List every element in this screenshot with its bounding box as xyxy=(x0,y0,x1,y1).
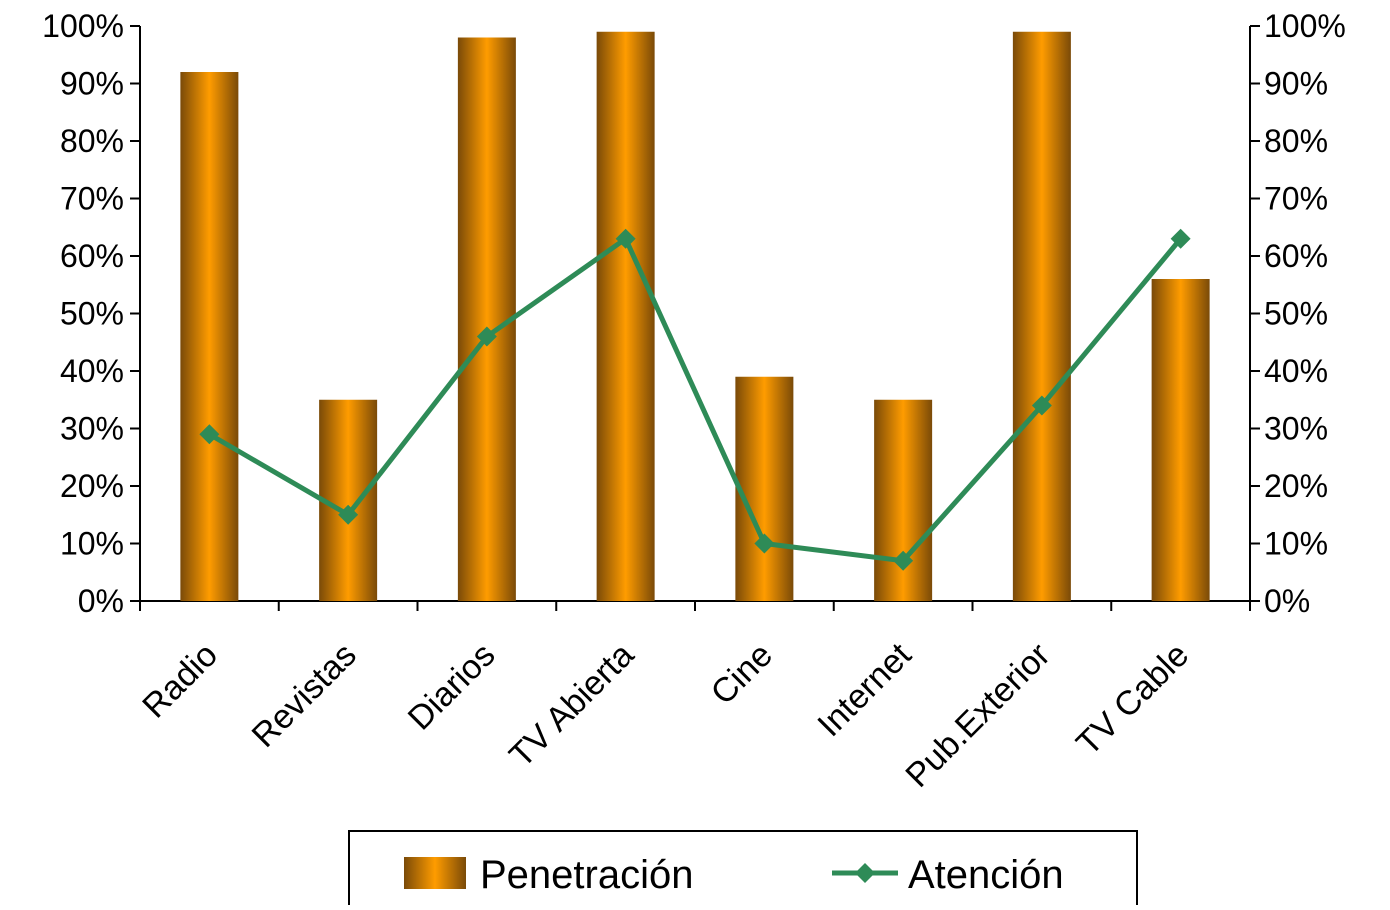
x-category-label: Diarios xyxy=(401,636,503,738)
point-atencion-revistas xyxy=(338,504,359,525)
right-y-tick-label: 100% xyxy=(1264,8,1346,44)
left-y-tick-label: 90% xyxy=(60,66,124,102)
legend-label-penetracion: Penetración xyxy=(480,853,693,897)
legend-box xyxy=(348,830,1138,910)
legend-label-atencion: Atención xyxy=(908,853,1064,897)
x-category-label: Revistas xyxy=(245,636,364,755)
right-y-tick-label: 60% xyxy=(1264,238,1328,274)
legend-swatch-atencion-marker xyxy=(855,863,875,883)
right-y-tick-label: 50% xyxy=(1264,296,1328,332)
right-y-tick-label: 80% xyxy=(1264,123,1328,159)
left-y-tick-label: 40% xyxy=(60,353,124,389)
right-y-tick-label: 70% xyxy=(1264,181,1328,217)
legend-swatch-penetracion xyxy=(404,857,466,889)
x-category-label: TV Abierta xyxy=(502,636,641,775)
bars-group xyxy=(180,31,1210,601)
bar-cine xyxy=(735,376,794,601)
point-atencion-diarios xyxy=(476,326,497,347)
x-category-label: Internet xyxy=(810,635,919,744)
bar-tv-abierta xyxy=(596,31,655,601)
left-y-tick-label: 100% xyxy=(42,8,124,44)
bar-tv-cable xyxy=(1151,279,1210,601)
axes-group xyxy=(130,25,1260,611)
x-category-label: Radio xyxy=(135,636,225,726)
right-y-tick-label: 30% xyxy=(1264,411,1328,447)
bar-diarios xyxy=(457,37,516,601)
left-y-tick-label: 0% xyxy=(78,583,124,619)
point-atencion-tv-abierta xyxy=(615,228,636,249)
x-category-label: TV Cable xyxy=(1069,636,1196,763)
bar-revistas xyxy=(319,399,378,601)
bar-pub-exterior xyxy=(1012,31,1071,601)
point-atencion-pub-exterior xyxy=(1031,395,1052,416)
line-series-group xyxy=(199,228,1191,571)
point-atencion-tv-cable xyxy=(1170,228,1191,249)
right-y-tick-label: 10% xyxy=(1264,526,1328,562)
right-y-tick-label: 90% xyxy=(1264,66,1328,102)
right-y-tick-label: 20% xyxy=(1264,468,1328,504)
x-category-label: Cine xyxy=(704,636,780,712)
left-y-tick-label: 80% xyxy=(60,123,124,159)
left-y-tick-label: 20% xyxy=(60,468,124,504)
right-y-tick-label: 40% xyxy=(1264,353,1328,389)
point-atencion-internet xyxy=(893,550,914,571)
point-atencion-radio xyxy=(199,424,220,445)
left-y-tick-label: 70% xyxy=(60,181,124,217)
left-y-tick-label: 50% xyxy=(60,296,124,332)
left-y-tick-label: 10% xyxy=(60,526,124,562)
bar-internet xyxy=(874,399,933,601)
bar-radio xyxy=(180,72,239,601)
legend: Penetración Atención xyxy=(348,830,1138,910)
x-category-label: Pub.Exterior xyxy=(898,636,1057,795)
left-y-tick-label: 30% xyxy=(60,411,124,447)
point-atencion-cine xyxy=(754,533,775,554)
left-y-tick-label: 60% xyxy=(60,238,124,274)
right-y-tick-label: 0% xyxy=(1264,583,1310,619)
line-atencion xyxy=(208,236,1183,564)
